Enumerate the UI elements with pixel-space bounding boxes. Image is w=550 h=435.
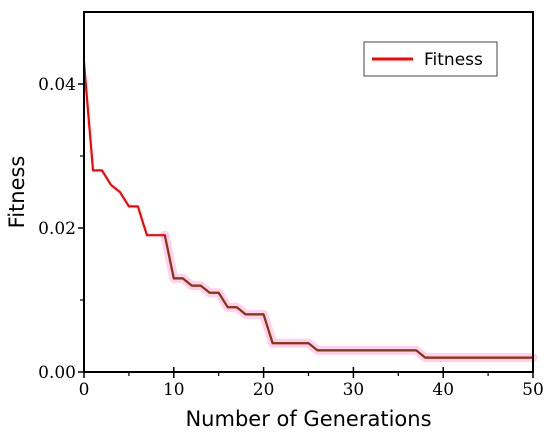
x-tick-label-50: 50 — [522, 380, 544, 400]
x-tick-label-30: 30 — [343, 380, 365, 400]
y-tick-label-2: 0.04 — [38, 75, 76, 95]
x-tick-label-10: 10 — [163, 380, 185, 400]
x-tick-label-20: 20 — [253, 380, 275, 400]
axes: 0 10 20 30 40 50 0.00 0.02 0.04 — [38, 11, 544, 400]
x-tick-label-0: 0 — [79, 380, 90, 400]
y-axis-title: Fitness — [5, 156, 29, 229]
series-overlay-line — [163, 234, 533, 359]
plot-area — [82, 62, 538, 363]
legend-label-fitness: Fitness — [424, 50, 483, 70]
legend: Fitness — [363, 41, 498, 77]
y-tick-label-0: 0.00 — [38, 363, 76, 383]
series-line-fitness — [82, 62, 533, 359]
y-tick-label-1: 0.02 — [38, 219, 76, 239]
x-axis-title: Number of Generations — [185, 407, 431, 431]
x-tick-label-40: 40 — [432, 380, 454, 400]
